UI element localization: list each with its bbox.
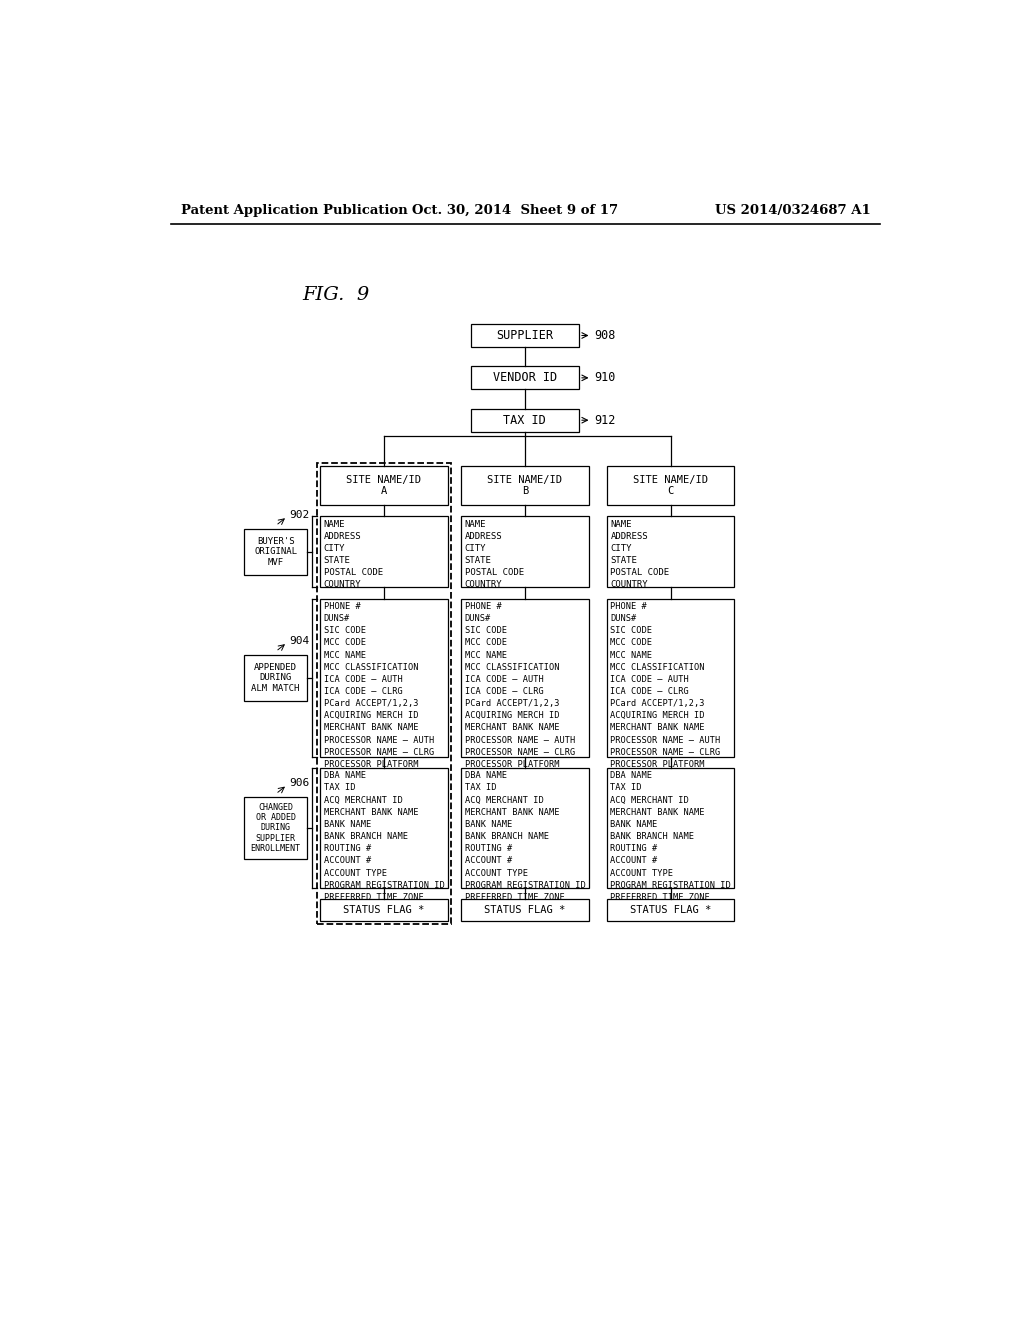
Text: 904: 904	[289, 636, 309, 645]
FancyBboxPatch shape	[606, 899, 734, 921]
Text: VENDOR ID: VENDOR ID	[493, 371, 557, 384]
FancyBboxPatch shape	[319, 466, 447, 506]
Text: SUPPLIER: SUPPLIER	[497, 329, 553, 342]
Text: TAX ID: TAX ID	[504, 413, 546, 426]
Text: STATUS FLAG *: STATUS FLAG *	[630, 906, 711, 915]
FancyBboxPatch shape	[461, 768, 589, 887]
Text: SITE NAME/ID
A: SITE NAME/ID A	[346, 475, 421, 496]
Text: US 2014/0324687 A1: US 2014/0324687 A1	[715, 205, 870, 218]
FancyBboxPatch shape	[461, 899, 589, 921]
FancyBboxPatch shape	[606, 599, 734, 756]
Text: APPENDED
DURING
ALM MATCH: APPENDED DURING ALM MATCH	[252, 663, 300, 693]
Text: DBA NAME
TAX ID
ACQ MERCHANT ID
MERCHANT BANK NAME
BANK NAME
BANK BRANCH NAME
RO: DBA NAME TAX ID ACQ MERCHANT ID MERCHANT…	[465, 771, 586, 902]
FancyBboxPatch shape	[471, 323, 579, 347]
FancyBboxPatch shape	[319, 899, 447, 921]
FancyBboxPatch shape	[461, 466, 589, 506]
FancyBboxPatch shape	[606, 466, 734, 506]
Text: NAME
ADDRESS
CITY
STATE
POSTAL CODE
COUNTRY: NAME ADDRESS CITY STATE POSTAL CODE COUN…	[465, 520, 524, 589]
Text: STATUS FLAG *: STATUS FLAG *	[484, 906, 565, 915]
FancyBboxPatch shape	[319, 768, 447, 887]
FancyBboxPatch shape	[461, 516, 589, 587]
Text: PHONE #
DUNS#
SIC CODE
MCC CODE
MCC NAME
MCC CLASSIFICATION
ICA CODE – AUTH
ICA : PHONE # DUNS# SIC CODE MCC CODE MCC NAME…	[610, 602, 721, 768]
FancyBboxPatch shape	[471, 409, 579, 432]
Text: Oct. 30, 2014  Sheet 9 of 17: Oct. 30, 2014 Sheet 9 of 17	[413, 205, 618, 218]
Text: NAME
ADDRESS
CITY
STATE
POSTAL CODE
COUNTRY: NAME ADDRESS CITY STATE POSTAL CODE COUN…	[324, 520, 383, 589]
Text: 902: 902	[289, 510, 309, 520]
Text: NAME
ADDRESS
CITY
STATE
POSTAL CODE
COUNTRY: NAME ADDRESS CITY STATE POSTAL CODE COUN…	[610, 520, 670, 589]
FancyBboxPatch shape	[461, 599, 589, 756]
Text: CHANGED
OR ADDED
DURING
SUPPLIER
ENROLLMENT: CHANGED OR ADDED DURING SUPPLIER ENROLLM…	[251, 803, 301, 853]
Text: PHONE #
DUNS#
SIC CODE
MCC CODE
MCC NAME
MCC CLASSIFICATION
ICA CODE – AUTH
ICA : PHONE # DUNS# SIC CODE MCC CODE MCC NAME…	[324, 602, 434, 768]
FancyBboxPatch shape	[606, 768, 734, 887]
FancyBboxPatch shape	[244, 529, 307, 576]
Text: SITE NAME/ID
C: SITE NAME/ID C	[633, 475, 708, 496]
FancyBboxPatch shape	[319, 516, 447, 587]
Text: DBA NAME
TAX ID
ACQ MERCHANT ID
MERCHANT BANK NAME
BANK NAME
BANK BRANCH NAME
RO: DBA NAME TAX ID ACQ MERCHANT ID MERCHANT…	[610, 771, 731, 902]
Text: FIG.  9: FIG. 9	[302, 285, 370, 304]
FancyBboxPatch shape	[471, 367, 579, 389]
FancyBboxPatch shape	[606, 516, 734, 587]
Text: BUYER'S
ORIGINAL
MVF: BUYER'S ORIGINAL MVF	[254, 537, 297, 566]
Text: SITE NAME/ID
B: SITE NAME/ID B	[487, 475, 562, 496]
Text: STATUS FLAG *: STATUS FLAG *	[343, 906, 424, 915]
FancyBboxPatch shape	[244, 797, 307, 859]
Text: 908: 908	[594, 329, 615, 342]
Text: 910: 910	[594, 371, 615, 384]
Text: 912: 912	[594, 413, 615, 426]
Text: DBA NAME
TAX ID
ACQ MERCHANT ID
MERCHANT BANK NAME
BANK NAME
BANK BRANCH NAME
RO: DBA NAME TAX ID ACQ MERCHANT ID MERCHANT…	[324, 771, 444, 902]
Text: 906: 906	[289, 779, 309, 788]
Text: PHONE #
DUNS#
SIC CODE
MCC CODE
MCC NAME
MCC CLASSIFICATION
ICA CODE – AUTH
ICA : PHONE # DUNS# SIC CODE MCC CODE MCC NAME…	[465, 602, 575, 768]
FancyBboxPatch shape	[244, 655, 307, 701]
FancyBboxPatch shape	[319, 599, 447, 756]
Text: Patent Application Publication: Patent Application Publication	[180, 205, 408, 218]
